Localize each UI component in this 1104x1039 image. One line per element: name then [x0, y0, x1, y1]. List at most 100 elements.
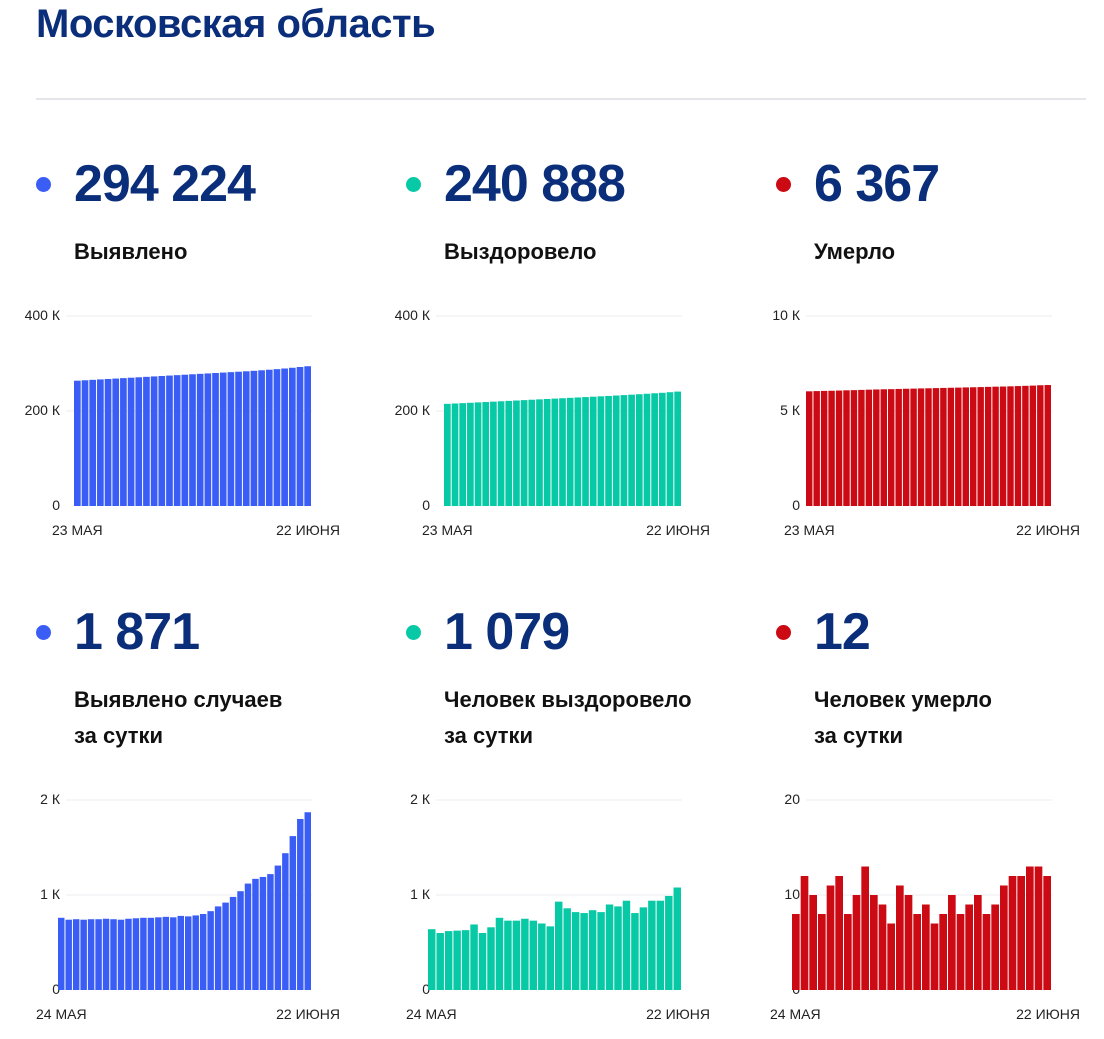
bar	[622, 900, 631, 990]
bar	[204, 373, 212, 506]
stat-label: Выздоровело	[444, 234, 597, 270]
bar	[72, 919, 80, 990]
bar	[474, 402, 482, 506]
bar	[207, 911, 214, 990]
bar	[948, 895, 956, 990]
y-tick-label: 200 К	[25, 402, 61, 418]
bar	[826, 885, 835, 990]
stat-value: 12	[814, 603, 871, 661]
y-tick-label: 2 К	[40, 791, 61, 807]
bar	[1043, 876, 1051, 990]
bar	[940, 387, 947, 506]
bar	[656, 900, 665, 990]
bar	[904, 895, 913, 990]
x-axis-start-label: 23 МАЯ	[784, 522, 835, 538]
bar	[999, 386, 1007, 506]
bar	[588, 910, 597, 990]
bar	[878, 904, 887, 990]
bar	[470, 924, 478, 990]
legend-dot	[406, 625, 421, 640]
bar	[620, 395, 628, 506]
bar	[910, 388, 917, 506]
bar	[673, 887, 681, 990]
bar	[551, 398, 559, 506]
bar	[436, 933, 444, 990]
bar	[143, 376, 150, 506]
bar	[74, 380, 81, 506]
chart-recovered-daily: 0 1 К 2 К 24 МАЯ 22 ИЮНЯ	[406, 791, 710, 1022]
bar	[888, 389, 895, 506]
bar	[1014, 386, 1022, 506]
bar	[274, 865, 282, 990]
bar	[512, 920, 521, 990]
bar	[162, 916, 170, 990]
bar	[185, 916, 192, 991]
bar	[267, 874, 274, 990]
bar	[235, 371, 242, 506]
bar	[89, 379, 97, 506]
bar	[112, 378, 120, 506]
bar	[199, 914, 207, 990]
bar	[147, 917, 155, 990]
y-tick-label: 0	[792, 497, 800, 513]
header-divider	[36, 98, 1086, 100]
bar	[947, 387, 955, 506]
bar	[571, 912, 580, 990]
bar	[65, 919, 72, 990]
bar	[546, 926, 554, 990]
bar	[288, 367, 296, 506]
bar	[574, 397, 582, 506]
bar	[992, 386, 999, 506]
stat-value: 6 367	[814, 155, 940, 213]
x-axis-end-label: 22 ИЮНЯ	[276, 522, 340, 538]
y-tick-label: 10 К	[772, 307, 800, 323]
bar	[582, 397, 589, 506]
y-tick-label: 200 К	[395, 402, 431, 418]
stat-card-recovered: 240 888 Выздоровело 0 200 К 400 К 23 МАЯ 22 …	[395, 150, 746, 570]
bar	[189, 374, 196, 506]
bar	[580, 913, 588, 990]
stat-value: 1 079	[444, 603, 570, 661]
stat-label-line: Выявлено случаев	[74, 687, 283, 712]
x-axis-end-label: 22 ИЮНЯ	[646, 522, 710, 538]
legend-dot	[36, 177, 51, 192]
bar	[984, 386, 992, 506]
y-tick-label: 5 К	[780, 402, 801, 418]
bar	[614, 906, 622, 990]
bar	[1026, 866, 1034, 990]
bar	[1044, 385, 1051, 506]
stat-label-line: Человек умерло	[814, 687, 992, 712]
bar	[81, 380, 89, 506]
y-tick-label: 0	[52, 981, 60, 997]
bar	[304, 366, 311, 506]
bar	[1007, 386, 1014, 506]
bar	[643, 393, 651, 506]
bar	[80, 919, 87, 990]
bar	[858, 389, 865, 506]
stat-value: 240 888	[444, 155, 626, 213]
bar	[1034, 866, 1043, 990]
bar	[566, 397, 574, 506]
stat-label-line: за сутки	[74, 723, 164, 748]
x-axis-end-label: 22 ИЮНЯ	[646, 1006, 710, 1022]
bar	[913, 914, 921, 990]
bar	[120, 378, 127, 506]
bar	[244, 883, 252, 990]
y-tick-label: 0	[422, 497, 430, 513]
bar	[196, 373, 204, 506]
bar	[135, 377, 143, 506]
bar	[467, 402, 474, 506]
bar	[155, 917, 162, 990]
bar	[813, 391, 820, 506]
bar	[925, 388, 932, 506]
bar	[212, 373, 219, 506]
bar	[828, 390, 835, 506]
y-tick-label: 0	[422, 981, 430, 997]
y-tick-label: 0	[52, 497, 60, 513]
bar	[520, 400, 528, 506]
bar	[222, 902, 229, 990]
bar	[930, 923, 939, 990]
bar	[651, 393, 658, 506]
legend-dot	[776, 625, 791, 640]
bar	[173, 375, 181, 506]
